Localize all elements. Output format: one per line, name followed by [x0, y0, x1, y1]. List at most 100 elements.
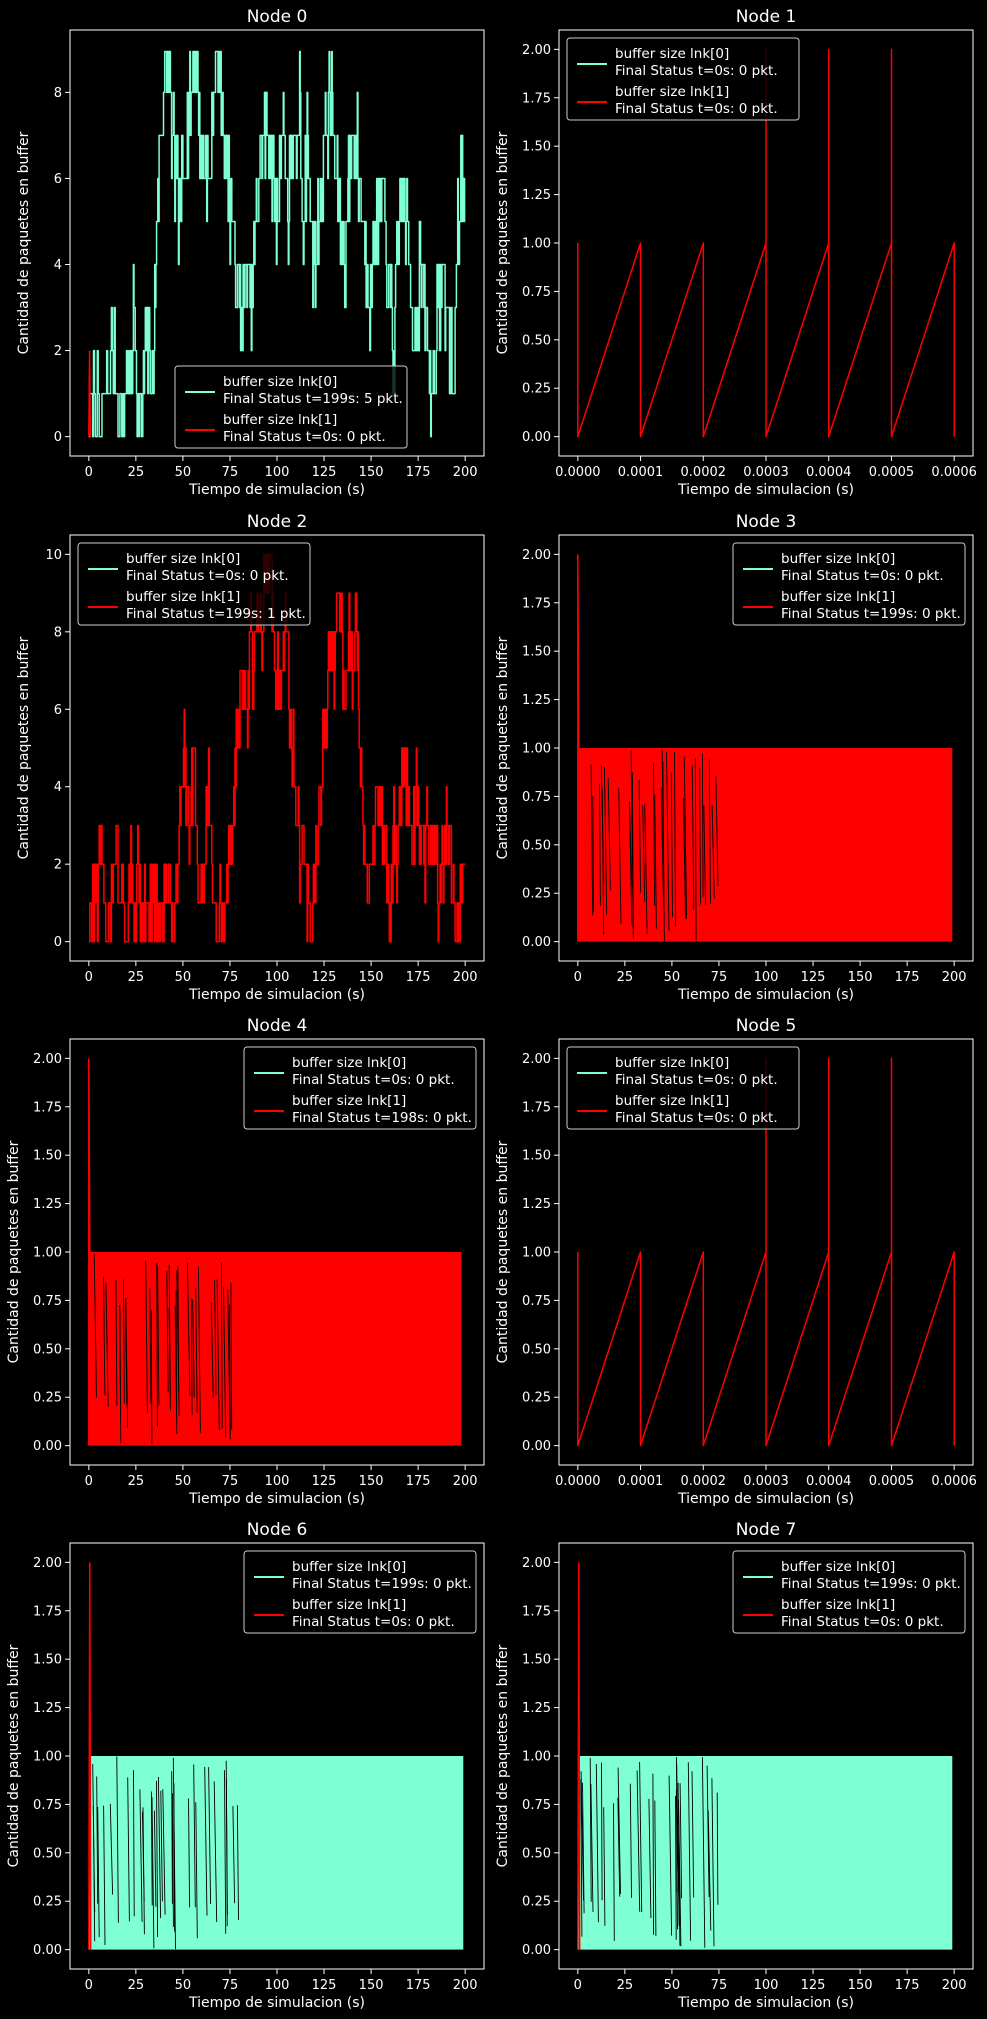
gap: [600, 765, 605, 884]
legend-box: [732, 1550, 966, 1634]
y-tick-label: 0.75: [33, 1798, 62, 1813]
y-tick-label: 4: [54, 780, 62, 795]
legend-box: [243, 1046, 477, 1130]
gap: [662, 761, 665, 894]
gap: [677, 1782, 681, 1946]
x-tick-label: 200: [453, 1474, 478, 1489]
y-tick-label: 1.25: [522, 693, 551, 708]
gap: [156, 1262, 158, 1427]
y-tick-label: 0.50: [522, 838, 551, 853]
legend-status: Final Status t=199s: 5 pkt.: [223, 391, 403, 407]
x-tick-label: 50: [175, 1978, 192, 1993]
y-tick-label: 0.25: [33, 1895, 62, 1910]
legend-status: Final Status t=0s: 0 pkt.: [292, 1072, 455, 1088]
legend-status: Final Status t=0s: 0 pkt.: [615, 101, 778, 117]
y-tick-label: 0: [54, 430, 62, 445]
y-tick-label: 0.50: [522, 1846, 551, 1861]
legend-status: Final Status t=0s: 0 pkt.: [781, 568, 944, 584]
x-tick-label: 150: [359, 970, 384, 985]
y-tick-label: 1.75: [522, 91, 551, 106]
series-lnk1: [577, 48, 955, 438]
gap: [676, 1811, 680, 1895]
y-tick-label: 1.00: [33, 1246, 62, 1261]
legend-status: Final Status t=0s: 0 pkt.: [781, 1614, 944, 1630]
y-tick-label: 1.00: [33, 1750, 62, 1765]
chart-title: Node 5: [736, 1016, 797, 1036]
gap: [617, 1767, 621, 1895]
x-tick-label: 0.0006: [931, 465, 977, 480]
x-tick-label: 0.0005: [869, 1474, 915, 1489]
gap: [124, 1298, 128, 1406]
y-tick-label: 0.00: [522, 1439, 551, 1454]
gap: [683, 798, 686, 919]
x-tick-label: 200: [453, 465, 478, 480]
x-tick-label: 125: [801, 1978, 826, 1993]
series-lnk1: [88, 553, 466, 943]
series-lnk1: [577, 1057, 955, 1447]
legend-status: Final Status t=199s: 0 pkt.: [781, 1576, 961, 1592]
plot-area: [577, 1562, 953, 1950]
gap: [93, 1254, 97, 1398]
legend-status: Final Status t=199s: 0 pkt.: [292, 1576, 472, 1592]
gap: [639, 1761, 643, 1913]
legend: buffer size lnk[0]Final Status t=0s: 0 p…: [566, 37, 800, 121]
y-axis-label: Cantidad de paquetes en buffer: [16, 636, 32, 859]
gap: [638, 779, 642, 893]
y-tick-label: 1.50: [522, 1653, 551, 1668]
y-tick-label: 0.75: [522, 1294, 551, 1309]
x-tick-label: 25: [617, 970, 634, 985]
gap: [675, 1795, 677, 1940]
series-lnk1: [88, 1252, 462, 1446]
gap: [153, 1810, 157, 1907]
y-tick-label: 1.75: [522, 1604, 551, 1619]
x-tick-label: 25: [617, 1978, 634, 1993]
y-axis-label: Cantidad de paquetes en buffer: [6, 1140, 22, 1363]
x-tick-label: 150: [359, 465, 384, 480]
gap: [225, 1778, 228, 1927]
series-lnk0: [577, 1756, 953, 1950]
y-tick-label: 1.50: [522, 1149, 551, 1164]
y-tick-label: 10: [45, 548, 62, 563]
x-axis-label: Tiempo de simulacion (s): [677, 482, 854, 498]
y-tick-label: 8: [54, 625, 62, 640]
gap: [139, 1789, 143, 1922]
x-tick-label: 0.0002: [681, 1474, 727, 1489]
gap: [670, 772, 673, 917]
x-tick-label: 175: [895, 970, 920, 985]
x-tick-label: 0: [85, 1978, 93, 1993]
gap: [224, 1770, 227, 1934]
gap: [582, 1782, 585, 1914]
y-tick-label: 1.25: [33, 1197, 62, 1212]
legend: buffer size lnk[0]Final Status t=199s: 0…: [732, 1550, 966, 1634]
gap: [630, 750, 634, 935]
gap: [150, 1791, 153, 1906]
y-tick-label: 2: [54, 344, 62, 359]
y-tick-label: 2.00: [522, 43, 551, 58]
series-lnk0-gaps: [92, 1756, 239, 1950]
gap: [145, 1260, 148, 1413]
gap: [666, 751, 670, 931]
chart-title: Node 7: [736, 1520, 797, 1540]
chart-title: Node 3: [736, 512, 797, 532]
gap: [701, 753, 704, 898]
x-tick-label: 75: [711, 1978, 728, 1993]
legend-box: [243, 1550, 477, 1634]
chart-title: Node 6: [247, 1520, 308, 1540]
y-tick-label: 0.75: [522, 285, 551, 300]
y-tick-label: 0.00: [522, 1943, 551, 1958]
gap: [193, 1764, 196, 1908]
gap: [683, 756, 688, 919]
gap: [603, 766, 608, 915]
x-tick-label: 100: [265, 970, 290, 985]
legend-box: [174, 365, 408, 449]
gap: [216, 1279, 220, 1431]
legend-status: Final Status t=0s: 0 pkt.: [615, 1110, 778, 1126]
legend-label: buffer size lnk[1]: [223, 412, 337, 428]
x-tick-label: 25: [128, 1474, 145, 1489]
series-lnk1-gaps: [590, 749, 719, 942]
legend-status: Final Status t=0s: 0 pkt.: [292, 1614, 455, 1630]
x-axis-label: Tiempo de simulacion (s): [188, 482, 365, 498]
gap: [708, 759, 711, 905]
legend-label: buffer size lnk[0]: [292, 1559, 406, 1575]
y-tick-label: 0.00: [522, 935, 551, 950]
